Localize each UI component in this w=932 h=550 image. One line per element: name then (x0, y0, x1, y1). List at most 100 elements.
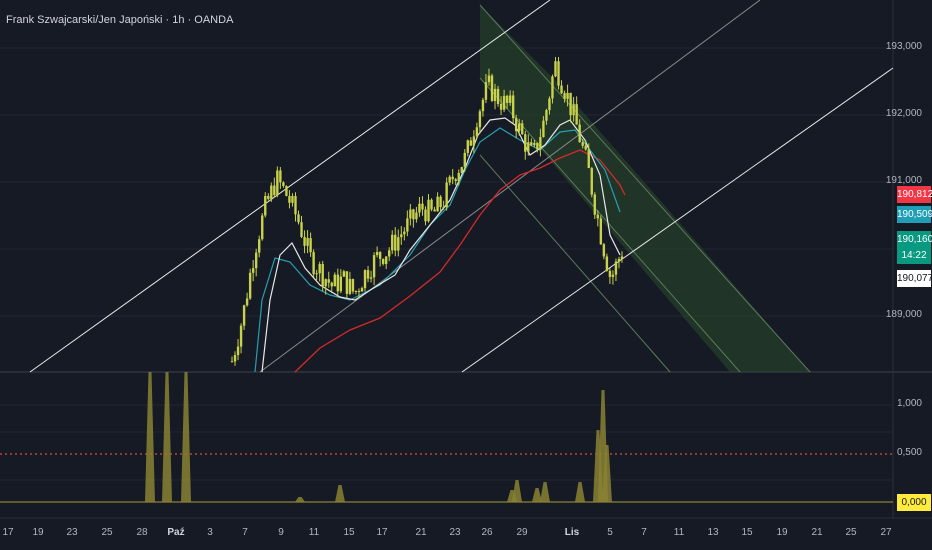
ma-white[interactable] (261, 117, 621, 373)
price-tick-192: 192,000 (885, 108, 922, 119)
candle-body (318, 264, 321, 274)
candle-body (321, 264, 324, 287)
indicator-spike (602, 445, 612, 502)
candle-body (451, 176, 454, 180)
candle-body (581, 142, 584, 146)
indicator-spike (295, 497, 305, 502)
candle-body (279, 170, 282, 183)
candle-body (502, 95, 506, 110)
candle-body (518, 123, 521, 132)
time-tick: 19 (776, 527, 788, 538)
candle-body (560, 85, 563, 94)
candle-body (248, 272, 252, 299)
candle-body (273, 185, 276, 196)
candle-body (475, 127, 479, 137)
candle-body (324, 279, 327, 287)
candle-body (372, 255, 376, 278)
candle-body (285, 185, 288, 196)
candle-body (236, 346, 240, 356)
candle-body (406, 218, 409, 232)
indicator-spike (593, 430, 603, 502)
candle-body (282, 182, 285, 186)
candle-body (478, 111, 482, 128)
candle-body (409, 209, 412, 219)
candle-body (315, 273, 318, 275)
candle-body (267, 195, 270, 199)
indicator-current-tag: 0,000 (897, 494, 931, 511)
indicator-spike (181, 372, 191, 502)
candle-body (533, 142, 536, 146)
candle-body (527, 142, 530, 152)
time-tick: 21 (811, 527, 823, 538)
candle-body (378, 251, 382, 259)
candle-body (490, 75, 494, 101)
indicator-tick-05: 0,500 (896, 447, 922, 458)
time-tick: 17 (376, 527, 388, 538)
candle-body (351, 279, 355, 292)
candle-body (457, 172, 460, 181)
time-tick: 26 (481, 527, 493, 538)
time-tick: 29 (516, 527, 528, 538)
candle-body (448, 176, 451, 183)
time-tick: 7 (641, 527, 647, 538)
price-tag-teal-ma: 190,509 (897, 206, 932, 223)
candle-body (294, 196, 297, 215)
candle-body (421, 203, 424, 210)
price-candles[interactable] (230, 57, 624, 366)
candle-body (357, 290, 361, 292)
up-channel-mid[interactable] (259, 0, 761, 373)
ma-teal[interactable] (254, 127, 621, 373)
candle-body (611, 274, 615, 277)
candle-body (303, 236, 306, 246)
indicator-spike (575, 482, 585, 502)
candle-body (454, 179, 457, 181)
up-channel-lower[interactable] (461, 67, 894, 373)
indicator-spike (162, 372, 172, 502)
candle-body (545, 110, 548, 121)
candle-body (394, 234, 397, 251)
candle-body (369, 277, 373, 279)
candle-body (599, 218, 603, 245)
candle-body (345, 271, 349, 294)
candle-body (551, 76, 554, 99)
candle-body (242, 305, 246, 326)
candle-body (578, 124, 581, 143)
candle-body (239, 325, 243, 347)
candle-body (430, 199, 433, 210)
time-tick: 21 (415, 527, 427, 538)
candle-body (593, 194, 596, 215)
time-tick: 17 (2, 527, 14, 538)
symbol-title[interactable]: Frank Szwajcarski/Jen Japoński · 1h · OA… (6, 14, 234, 26)
indicator-histogram[interactable] (145, 372, 612, 502)
candle-body (258, 239, 261, 253)
candle-body (230, 361, 234, 363)
candle-body (375, 251, 379, 256)
candle-body (572, 104, 575, 116)
candle-body (427, 199, 430, 222)
candle-body (363, 270, 367, 289)
candle-body (254, 252, 258, 269)
candle-body (563, 93, 566, 99)
candle-body (251, 268, 255, 273)
candle-body (460, 167, 463, 173)
candle-body (291, 196, 294, 203)
down-channel-lower[interactable] (479, 154, 671, 373)
candle-body (424, 209, 427, 222)
indicator-spike (335, 485, 345, 502)
time-tick: 19 (32, 527, 44, 538)
candle-body (412, 209, 415, 220)
candle-body (270, 185, 273, 199)
down-channel-upper[interactable] (479, 4, 811, 373)
indicator-spike (145, 372, 155, 502)
time-tick: 23 (449, 527, 461, 538)
candle-body (360, 288, 364, 292)
time-tick: 11 (673, 527, 685, 538)
indicator-spike (507, 490, 517, 502)
ma-red[interactable] (294, 149, 626, 373)
candle-body (342, 271, 346, 277)
indicator-spike (532, 488, 542, 502)
up-channel-upper[interactable] (29, 0, 551, 373)
time-tick: 15 (343, 527, 355, 538)
candle-body (297, 214, 300, 223)
